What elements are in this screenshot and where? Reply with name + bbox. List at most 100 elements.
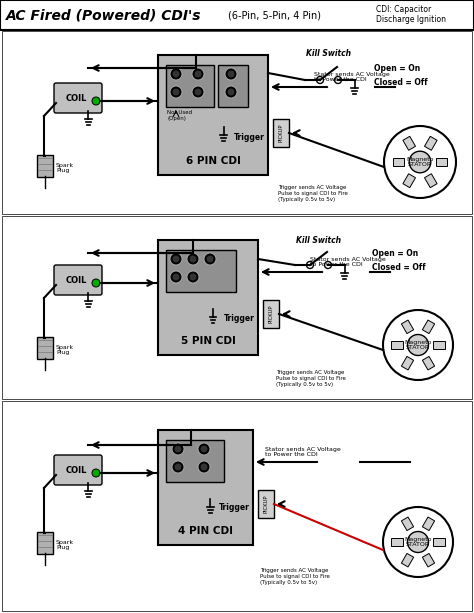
Circle shape: [172, 461, 184, 473]
Circle shape: [187, 271, 199, 283]
Circle shape: [325, 262, 331, 268]
Bar: [166, 65, 214, 107]
FancyBboxPatch shape: [54, 265, 102, 295]
Circle shape: [409, 151, 431, 173]
Circle shape: [92, 279, 100, 287]
Polygon shape: [422, 517, 435, 531]
Text: Trigger sends AC Voltage
Pulse to signal CDI to Fire
(Typically 0.5v to 5v): Trigger sends AC Voltage Pulse to signal…: [278, 185, 348, 202]
Polygon shape: [401, 517, 414, 531]
Circle shape: [190, 256, 197, 262]
Text: Kill Switch: Kill Switch: [297, 236, 341, 245]
Circle shape: [383, 310, 453, 380]
Text: Magneto
STATOR: Magneto STATOR: [406, 156, 434, 167]
Polygon shape: [422, 320, 435, 333]
Polygon shape: [425, 136, 437, 150]
Text: Closed = Off: Closed = Off: [372, 262, 426, 272]
Text: Open = On: Open = On: [372, 248, 418, 257]
Bar: [0, 0, 474, 30]
Text: Stator sends AC Voltage
to Power the CDI: Stator sends AC Voltage to Power the CDI: [314, 72, 390, 82]
Text: Closed = Off: Closed = Off: [374, 77, 428, 86]
Polygon shape: [436, 158, 447, 166]
Text: COIL: COIL: [65, 465, 87, 474]
Text: COIL: COIL: [65, 94, 87, 102]
Text: Magneto
STATOR: Magneto STATOR: [404, 536, 432, 547]
Circle shape: [192, 68, 204, 80]
Circle shape: [207, 256, 213, 262]
Circle shape: [225, 86, 237, 98]
Text: PICKUP: PICKUP: [279, 124, 283, 142]
Polygon shape: [392, 341, 402, 349]
FancyBboxPatch shape: [37, 337, 53, 359]
Text: Trigger sends AC Voltage
Pulse to signal CDI to Fire
(Typically 0.5v to 5v): Trigger sends AC Voltage Pulse to signal…: [260, 568, 330, 585]
Circle shape: [170, 253, 182, 265]
Bar: [158, 240, 258, 355]
Polygon shape: [401, 320, 414, 333]
Text: PICKUP: PICKUP: [264, 495, 268, 513]
Bar: [2, 216, 472, 399]
Text: Spark
Plug: Spark Plug: [56, 345, 74, 356]
Circle shape: [187, 253, 199, 265]
Circle shape: [198, 461, 210, 473]
Text: Trigger: Trigger: [224, 313, 255, 322]
Bar: [158, 430, 253, 545]
Circle shape: [173, 70, 180, 77]
Polygon shape: [433, 341, 445, 349]
Circle shape: [408, 335, 428, 356]
Polygon shape: [401, 554, 414, 567]
Text: Trigger: Trigger: [234, 132, 265, 142]
FancyBboxPatch shape: [37, 532, 53, 554]
Text: Trigger sends AC Voltage
Pulse to signal CDI to Fire
(Typically 0.5v to 5v): Trigger sends AC Voltage Pulse to signal…: [276, 370, 346, 387]
Circle shape: [201, 463, 208, 471]
Circle shape: [408, 531, 428, 552]
Polygon shape: [403, 136, 416, 150]
Polygon shape: [392, 158, 404, 166]
Circle shape: [192, 86, 204, 98]
Text: PICKUP: PICKUP: [268, 305, 273, 323]
Circle shape: [92, 469, 100, 477]
Circle shape: [173, 88, 180, 96]
Text: 4 PIN CDI: 4 PIN CDI: [178, 526, 233, 536]
Text: Not Used
(Open): Not Used (Open): [167, 110, 192, 121]
Text: 5 PIN CDI: 5 PIN CDI: [181, 336, 236, 346]
Text: (6-Pin, 5-Pin, 4 Pin): (6-Pin, 5-Pin, 4 Pin): [228, 10, 321, 20]
Polygon shape: [425, 173, 437, 188]
Circle shape: [194, 88, 201, 96]
Bar: [2, 31, 472, 214]
Circle shape: [173, 273, 180, 281]
Circle shape: [317, 77, 323, 83]
Circle shape: [172, 443, 184, 455]
Circle shape: [92, 97, 100, 105]
Polygon shape: [422, 554, 435, 567]
Circle shape: [307, 262, 313, 268]
Text: Trigger: Trigger: [219, 503, 250, 512]
Bar: [273, 119, 289, 147]
Polygon shape: [401, 356, 414, 370]
Circle shape: [228, 88, 235, 96]
Circle shape: [170, 68, 182, 80]
Circle shape: [204, 253, 216, 265]
Bar: [166, 440, 224, 482]
Circle shape: [383, 507, 453, 577]
Circle shape: [201, 446, 208, 452]
Bar: [2, 401, 472, 611]
Text: Spark
Plug: Spark Plug: [56, 162, 74, 173]
Polygon shape: [433, 538, 445, 546]
Circle shape: [173, 256, 180, 262]
Circle shape: [170, 271, 182, 283]
Circle shape: [335, 77, 341, 83]
FancyBboxPatch shape: [37, 155, 53, 177]
Circle shape: [225, 68, 237, 80]
Circle shape: [174, 463, 182, 471]
Text: Magneto
STATOR: Magneto STATOR: [404, 340, 432, 351]
Polygon shape: [422, 356, 435, 370]
Circle shape: [194, 70, 201, 77]
Text: 6 PIN CDI: 6 PIN CDI: [185, 156, 240, 166]
Circle shape: [174, 446, 182, 452]
Text: Stator sends AC Voltage
to Power the CDI: Stator sends AC Voltage to Power the CDI: [265, 447, 341, 457]
Bar: [218, 65, 248, 107]
Circle shape: [170, 86, 182, 98]
Text: Kill Switch: Kill Switch: [307, 49, 352, 58]
Text: Stator sends AC Voltage
to Power the CDI: Stator sends AC Voltage to Power the CDI: [310, 257, 386, 267]
Text: CDI: Capacitor
Discharge Ignition: CDI: Capacitor Discharge Ignition: [376, 5, 446, 25]
Text: Spark
Plug: Spark Plug: [56, 539, 74, 550]
